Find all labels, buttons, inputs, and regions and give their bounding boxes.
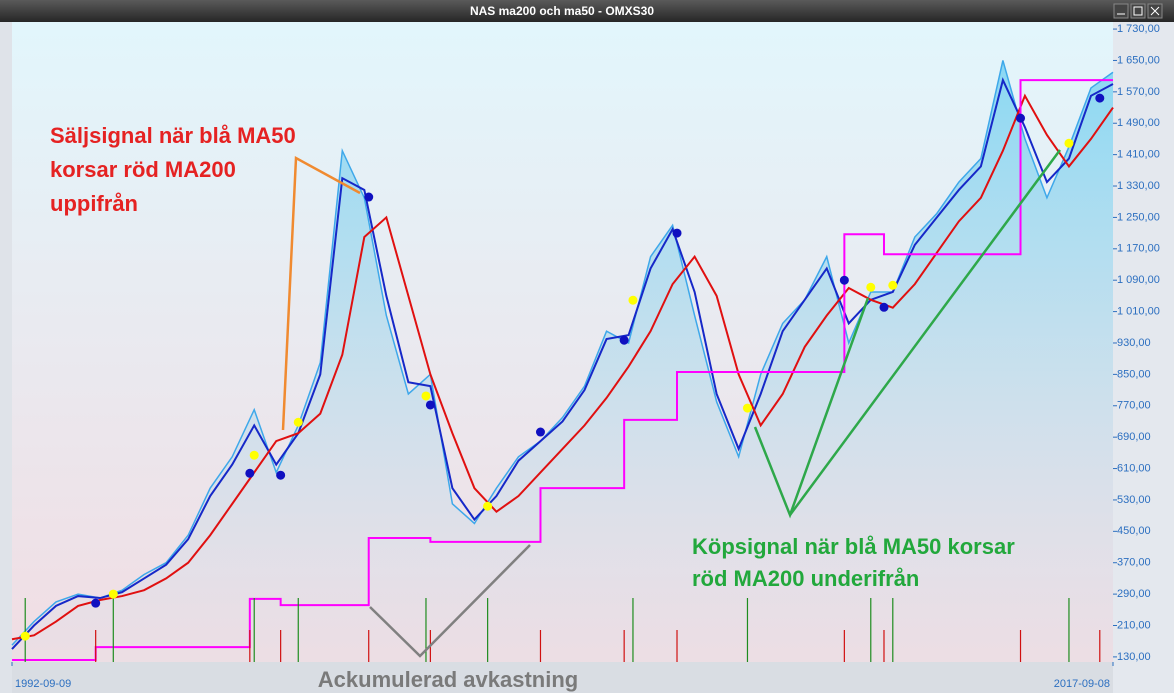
- y-tick-label: 930,00: [1117, 337, 1151, 349]
- price-line: [11, 60, 1114, 646]
- signal-dot: [619, 335, 629, 345]
- annotation: korsar röd MA200: [50, 157, 236, 182]
- x-tick-label: 2017-09-08: [1054, 678, 1110, 690]
- y-tick-label: 1 570,00: [1117, 86, 1160, 98]
- pointer: [369, 544, 531, 658]
- signal-dot: [364, 192, 374, 202]
- signal-dot: [839, 275, 849, 285]
- y-tick-label: 610,00: [1117, 462, 1151, 474]
- y-tick-label: 130,00: [1117, 651, 1151, 663]
- axis-area: [1113, 22, 1174, 693]
- step-line: [12, 79, 1113, 662]
- annotation: Ackumulerad avkastning: [318, 667, 578, 692]
- y-tick-label: 530,00: [1117, 494, 1151, 506]
- pointer: [281, 155, 361, 431]
- annotation: Säljsignal när blå MA50: [50, 123, 296, 148]
- signal-dot: [249, 450, 259, 460]
- signal-dot: [1016, 113, 1026, 123]
- title-bar: [0, 0, 1174, 22]
- signal-dot: [245, 468, 255, 478]
- y-tick-label: 450,00: [1117, 525, 1151, 537]
- annotation: uppifrån: [50, 191, 138, 216]
- signal-dot: [425, 400, 435, 410]
- y-tick-label: 770,00: [1117, 400, 1151, 412]
- signal-dot: [1095, 93, 1105, 103]
- signal-dot: [879, 302, 889, 312]
- signal-dot: [866, 282, 876, 292]
- frame: [0, 22, 12, 693]
- y-tick-label: 1 170,00: [1117, 243, 1160, 255]
- signal-dot: [888, 280, 898, 290]
- line: [11, 77, 1114, 650]
- y-tick-label: 1 410,00: [1117, 149, 1160, 161]
- y-tick-label: 370,00: [1117, 557, 1151, 569]
- signal-dot: [672, 228, 682, 238]
- price-area: [12, 60, 1113, 662]
- signal-dot: [91, 598, 101, 608]
- annotation: röd MA200 underifrån: [692, 566, 919, 591]
- window-buttons[interactable]: [1113, 3, 1163, 19]
- signal-dot: [742, 403, 752, 413]
- x-tick-label: 1992-09-09: [15, 678, 71, 690]
- signal-dot: [108, 589, 118, 599]
- signal-dot: [1064, 138, 1074, 148]
- y-tick-label: 1 010,00: [1117, 305, 1160, 317]
- signal-dot: [535, 427, 545, 437]
- signal-dot: [628, 295, 638, 305]
- y-tick-label: 1 250,00: [1117, 211, 1160, 223]
- y-tick-label: 290,00: [1117, 588, 1151, 600]
- signal-dot: [20, 631, 30, 641]
- pointer: [788, 149, 1062, 516]
- y-tick-label: 690,00: [1117, 431, 1151, 443]
- signal-dot: [483, 501, 493, 511]
- signal-dot: [293, 417, 303, 427]
- annotation: Köpsignal när blå MA50 korsar: [692, 534, 1015, 559]
- y-tick-label: 850,00: [1117, 368, 1151, 380]
- window-title: NAS ma200 och ma50 - OMXS30: [470, 4, 654, 18]
- y-tick-label: 210,00: [1117, 619, 1151, 631]
- signal-dot: [276, 470, 286, 480]
- y-tick-label: 1 490,00: [1117, 117, 1160, 129]
- y-tick-label: 1 330,00: [1117, 180, 1160, 192]
- signal-dot: [421, 391, 431, 401]
- y-tick-label: 1 730,00: [1117, 23, 1160, 35]
- y-tick-label: 1 090,00: [1117, 274, 1160, 286]
- line: [11, 93, 1114, 641]
- y-tick-label: 1 650,00: [1117, 54, 1160, 66]
